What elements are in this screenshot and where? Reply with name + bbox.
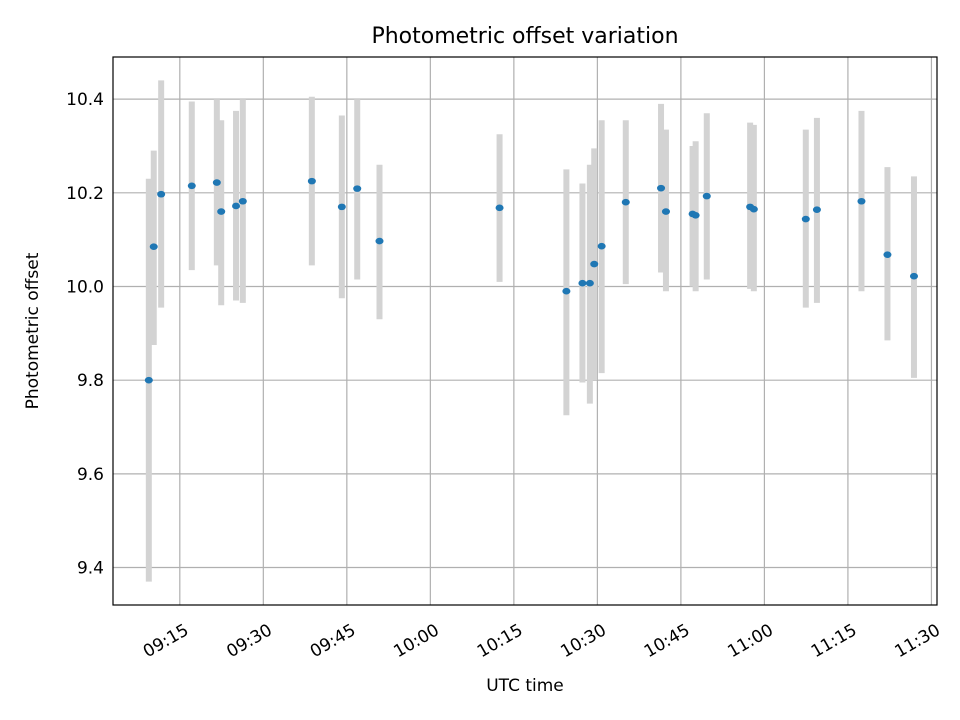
x-tick-label: 10:00 [390, 620, 442, 662]
data-point [857, 197, 866, 205]
data-point [232, 202, 241, 210]
data-point [657, 184, 666, 192]
data-point [702, 192, 711, 200]
data-point [337, 203, 346, 211]
y-tick-label: 10.0 [66, 278, 104, 298]
data-point [909, 272, 918, 280]
plot-frame [112, 56, 938, 606]
data-point [812, 206, 821, 213]
x-tick-label: 09:15 [140, 620, 192, 662]
x-tick-label: 10:15 [474, 620, 526, 662]
data-point [212, 179, 221, 186]
data-point [149, 243, 158, 250]
data-point [691, 212, 700, 219]
x-tick-label: 11:00 [724, 620, 776, 662]
x-tick-label: 09:30 [223, 620, 275, 662]
data-point [578, 279, 587, 287]
data-point [749, 205, 758, 213]
data-point [353, 185, 362, 192]
data-point [883, 251, 892, 258]
data-point [661, 208, 670, 215]
x-axis-ticks: 09:15 09:30 09:45 10:00 10:15 10:30 10:45 11:00… [140, 620, 944, 662]
x-axis-label: UTC time [486, 676, 564, 696]
y-axis-ticks: 9.4 9.6 9.8 10.0 10.2 10.4 [66, 90, 104, 579]
data-point [597, 242, 606, 250]
x-tick-label: 10:45 [641, 620, 693, 662]
y-axis-label: Photometric offset [23, 252, 43, 409]
y-tick-label: 9.6 [77, 465, 104, 485]
data-point [801, 215, 810, 223]
data-point [144, 376, 153, 384]
data-point [187, 182, 196, 190]
grid-lines [113, 57, 937, 605]
data-point [375, 237, 384, 245]
data-point [495, 204, 504, 212]
data-point [157, 190, 166, 198]
data-point [562, 287, 571, 295]
x-tick-label: 11:30 [891, 620, 943, 662]
x-tick-label: 09:45 [307, 620, 359, 662]
data-point [585, 279, 594, 287]
x-tick-label: 10:30 [557, 620, 609, 662]
y-tick-label: 10.4 [66, 90, 104, 110]
y-tick-label: 9.4 [77, 559, 104, 579]
data-point [217, 208, 226, 215]
chart-title: Photometric offset variation [371, 24, 678, 49]
data-points [144, 177, 918, 384]
data-point [307, 177, 316, 185]
data-point [238, 197, 247, 205]
y-tick-label: 9.8 [77, 371, 104, 391]
data-point [621, 198, 630, 206]
y-tick-label: 10.2 [66, 184, 104, 204]
x-tick-label: 11:15 [808, 620, 860, 662]
data-point [590, 260, 599, 268]
